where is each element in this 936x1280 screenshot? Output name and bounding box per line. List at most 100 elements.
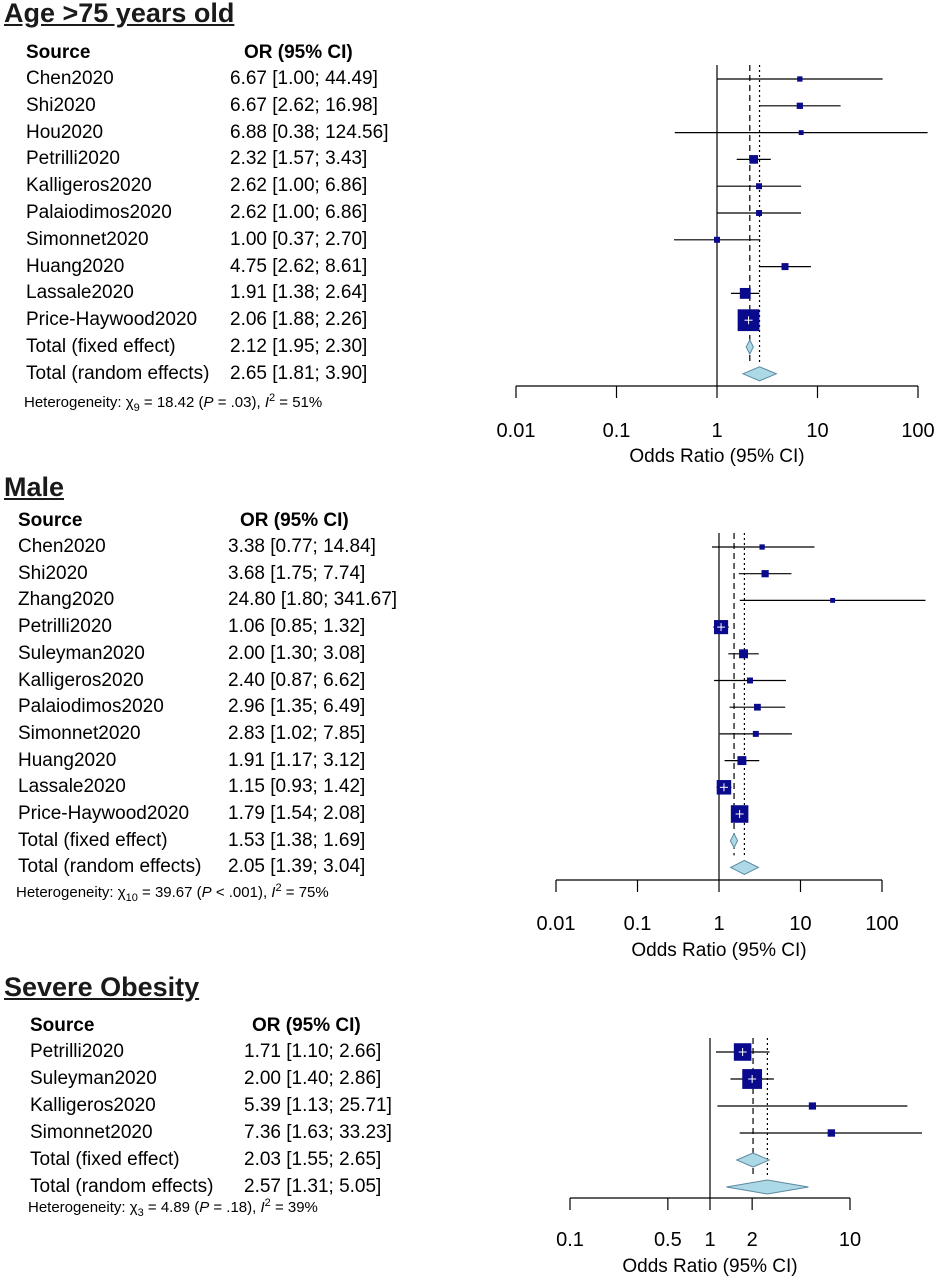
study-source: Huang2020: [26, 255, 125, 277]
x-axis-label: Odds Ratio (95% CI): [629, 446, 804, 467]
study-or-ci: 2.00 [1.30; 3.08]: [228, 642, 366, 664]
het-i-value: = 75%: [281, 884, 329, 901]
study-weight-square: [827, 1129, 836, 1137]
fixed-effect-or-ci: 1.53 [1.38; 1.69]: [228, 829, 366, 851]
fixed-effect-source: Total (fixed effect): [18, 829, 168, 851]
study-source: Palaiodimos2020: [26, 202, 172, 223]
study-weight-square: [797, 76, 803, 82]
x-tick-label: 0.1: [556, 1229, 584, 1251]
study-weight-square: [737, 756, 747, 766]
study-weight-square: [747, 677, 753, 684]
het-chi: = 4.89 (: [143, 1199, 200, 1216]
het-prefix: Heterogeneity: χ: [16, 884, 126, 901]
study-or-ci: 2.62 [1.00; 6.86]: [230, 175, 368, 197]
x-tick-label: 0.01: [537, 913, 576, 935]
study-source: Lassale2020: [18, 776, 126, 798]
het-p-symbol: P: [203, 394, 214, 411]
het-i-value: = 51%: [275, 394, 323, 411]
random-effects-source: Total (random effects): [26, 362, 210, 384]
study-source: Lassale2020: [26, 282, 134, 304]
study-source: Simonnet2020: [30, 1122, 153, 1143]
random-effects-diamond: [741, 366, 778, 382]
study-source: Zhang2020: [18, 589, 115, 611]
het-i-symbol: I: [271, 884, 276, 901]
study-or-ci: 4.75 [2.62; 8.61]: [230, 255, 368, 277]
x-tick-label: 100: [901, 420, 934, 442]
study-source: Suleyman2020: [30, 1068, 157, 1089]
x-tick-label: 10: [789, 913, 811, 935]
study-weight-square: [756, 210, 763, 216]
study-or-ci: 5.39 [1.13; 25.71]: [244, 1095, 392, 1116]
forest-panel-male: Male Source OR (95% CI) Chen2020 3.38 [0.…: [0, 470, 936, 970]
het-df: 3: [137, 1207, 144, 1219]
study-source: Chen2020: [26, 68, 114, 89]
study-or-ci: 2.62 [1.00; 6.86]: [230, 202, 368, 223]
fixed-effect-or-ci: 2.12 [1.95; 2.30]: [230, 336, 368, 357]
study-weight-square: [752, 730, 759, 737]
het-prefix: Heterogeneity: χ: [24, 394, 134, 411]
study-or-ci: 6.67 [1.00; 44.49]: [230, 68, 378, 89]
study-or-ci: 3.68 [1.75; 7.74]: [228, 562, 366, 584]
het-i-square: 2: [275, 882, 282, 894]
study-or-ci: 1.71 [1.10; 2.66]: [244, 1041, 382, 1062]
fixed-effect-diamond: [735, 1152, 771, 1168]
forest-plot: 0.01 0.1 1 10 100 Odds Ratio (95% CI): [537, 533, 926, 961]
x-tick-label: 10: [839, 1229, 861, 1251]
x-axis-label: Odds Ratio (95% CI): [631, 940, 806, 961]
source-header: Source: [26, 42, 91, 63]
study-or-ci: 2.83 [1.02; 7.85]: [228, 722, 366, 744]
study-source: Simonnet2020: [18, 722, 141, 744]
study-or-ci: 3.38 [0.77; 14.84]: [228, 536, 376, 557]
study-weight-square: [756, 183, 763, 190]
het-i-value: = 39%: [270, 1199, 318, 1216]
study-weight-square: [714, 236, 720, 243]
or-header: OR (95% CI): [252, 1015, 361, 1036]
study-source: Shi2020: [18, 562, 88, 584]
het-p-value: = .18),: [209, 1199, 261, 1216]
study-source: Suleyman2020: [18, 642, 145, 664]
fixed-effect-source: Total (fixed effect): [30, 1149, 180, 1170]
het-prefix: Heterogeneity: χ: [28, 1199, 138, 1216]
study-source: Hou2020: [26, 121, 104, 143]
x-tick-label: 0.1: [603, 420, 631, 442]
study-weight-square: [761, 570, 769, 578]
random-effects-diamond: [726, 1179, 809, 1195]
source-header: Source: [18, 510, 83, 531]
study-weight-square: [798, 130, 804, 136]
study-source: Kalligeros2020: [26, 175, 152, 197]
study-source: Huang2020: [18, 749, 117, 771]
or-header: OR (95% CI): [240, 510, 349, 531]
het-i-symbol: I: [260, 1199, 265, 1216]
x-tick-label: 0.1: [624, 913, 652, 935]
het-p-symbol: P: [199, 1199, 210, 1216]
panel-title: Age >75 years old: [4, 0, 235, 28]
fixed-effect-source: Total (fixed effect): [26, 336, 176, 357]
random-effects-or-ci: 2.05 [1.39; 3.04]: [228, 856, 366, 878]
study-source: Petrilli2020: [30, 1041, 124, 1062]
x-tick-label: 0.5: [654, 1229, 682, 1251]
study-or-ci: 1.15 [0.93; 1.42]: [228, 776, 366, 798]
study-weight-square: [739, 649, 749, 659]
het-df: 9: [133, 402, 140, 414]
het-i-symbol: I: [264, 394, 269, 411]
study-or-ci: 2.40 [0.87; 6.62]: [228, 669, 366, 691]
forest-panel-age: Age >75 years old Source OR (95% CI) Che…: [0, 0, 936, 470]
heterogeneity-text: Heterogeneity: χ3 = 4.89 (P = .18), I2 =…: [28, 1197, 318, 1219]
study-weight-square: [808, 1102, 817, 1110]
x-tick-label: 2: [747, 1229, 758, 1251]
study-source: Kalligeros2020: [18, 669, 144, 691]
study-source: Petrilli2020: [18, 616, 112, 638]
forest-plot: 0.01 0.1 1 10 100 Odds Ratio (95% CI): [497, 65, 935, 467]
random-effects-or-ci: 2.65 [1.81; 3.90]: [230, 362, 368, 384]
study-or-ci: 2.96 [1.35; 6.49]: [228, 696, 366, 718]
x-tick-label: 1: [713, 913, 724, 935]
study-weight-square: [754, 703, 761, 711]
study-weight-square: [796, 102, 803, 109]
fixed-effect-or-ci: 2.03 [1.55; 2.65]: [244, 1149, 382, 1170]
study-or-ci: 2.32 [1.57; 3.43]: [230, 148, 368, 170]
fixed-effect-diamond: [745, 338, 754, 356]
fixed-effect-diamond: [729, 832, 739, 849]
study-or-ci: 6.88 [0.38; 124.56]: [230, 121, 389, 143]
study-or-ci: 1.00 [0.37; 2.70]: [230, 228, 368, 250]
heterogeneity-text: Heterogeneity: χ10 = 39.67 (P < .001), I…: [16, 882, 329, 904]
